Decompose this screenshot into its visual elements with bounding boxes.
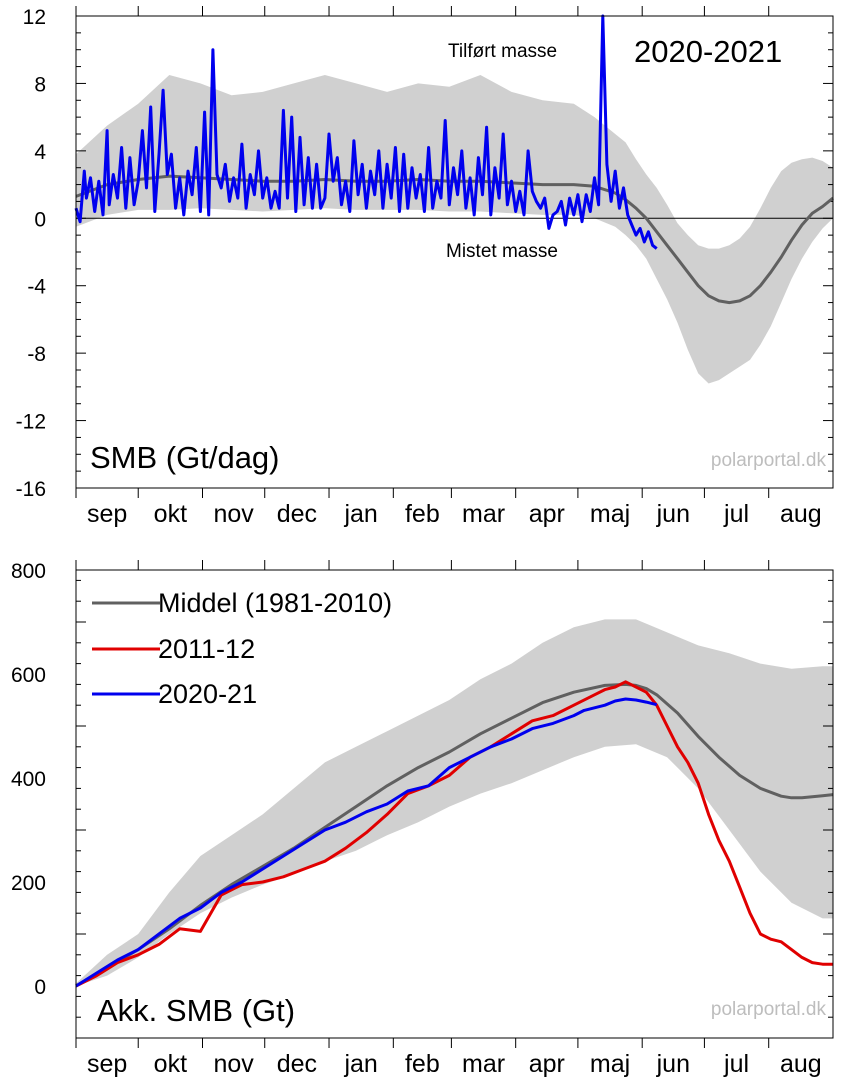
month-label: okt bbox=[154, 1050, 187, 1078]
cumulative-smb-spread-band bbox=[76, 619, 833, 986]
month-label: feb bbox=[405, 500, 440, 528]
month-label: aug bbox=[780, 500, 822, 528]
cumulative-smb-panel: 800 600 400 200 0 sep okt nov dec jan feb mar apr ma… bbox=[11, 560, 834, 1078]
month-label: apr bbox=[529, 1050, 565, 1078]
daily-smb-y-tick-labels: 12 8 4 0 -4 -8 -12 -16 bbox=[16, 6, 47, 501]
month-label: nov bbox=[213, 500, 254, 528]
y-tick-label: 400 bbox=[11, 768, 46, 791]
y-tick-label: 8 bbox=[34, 73, 46, 96]
season-label: 2020-2021 bbox=[634, 34, 782, 69]
cumulative-smb-plot-frame bbox=[75, 569, 834, 1039]
month-label: jul bbox=[723, 500, 749, 528]
daily-smb-current-line bbox=[74, 14, 658, 250]
legend-label-2020-21: 2020-21 bbox=[158, 679, 257, 709]
month-label: apr bbox=[529, 500, 565, 528]
month-label: dec bbox=[277, 1050, 317, 1078]
month-label: jul bbox=[723, 1050, 749, 1078]
month-label: jun bbox=[656, 1050, 690, 1078]
daily-smb-plot-frame bbox=[75, 15, 834, 489]
cumulative-smb-2011-12-line bbox=[75, 680, 833, 988]
y-tick-label: 0 bbox=[34, 976, 46, 999]
month-label: sep bbox=[87, 1050, 127, 1078]
gain-annotation: Tilført masse bbox=[448, 41, 557, 62]
month-label: maj bbox=[590, 500, 630, 528]
month-label: jan bbox=[343, 500, 377, 528]
y-tick-label: 600 bbox=[11, 664, 46, 687]
daily-smb-mean-line bbox=[75, 174, 834, 305]
month-label: dec bbox=[277, 500, 317, 528]
month-label: maj bbox=[590, 1050, 630, 1078]
legend: Middel (1981-2010) 2011-12 2020-21 bbox=[92, 588, 392, 709]
cumulative-smb-month-labels: sep okt nov dec jan feb mar apr maj jun jul aug bbox=[87, 1050, 822, 1078]
y-tick-label: 12 bbox=[23, 6, 46, 29]
month-label: okt bbox=[154, 500, 187, 528]
cumulative-smb-title: Akk. SMB (Gt) bbox=[97, 993, 295, 1028]
month-label: nov bbox=[213, 1050, 254, 1078]
y-tick-label: -4 bbox=[27, 276, 46, 299]
y-tick-label: -16 bbox=[16, 478, 46, 501]
cumulative-smb-axis-ticks bbox=[75, 560, 833, 1048]
daily-smb-month-labels: sep okt nov dec jan feb mar apr maj jun jul aug bbox=[87, 500, 822, 528]
loss-annotation: Mistet masse bbox=[446, 241, 558, 262]
y-tick-label: -8 bbox=[27, 343, 46, 366]
daily-smb-spread-band bbox=[76, 75, 833, 384]
month-label: aug bbox=[780, 1050, 822, 1078]
y-tick-label: 800 bbox=[11, 560, 46, 583]
month-label: jan bbox=[343, 1050, 377, 1078]
y-tick-label: 0 bbox=[34, 208, 46, 231]
month-label: sep bbox=[87, 500, 127, 528]
month-label: feb bbox=[405, 1050, 440, 1078]
cumulative-smb-2020-21-line bbox=[75, 697, 658, 988]
legend-label-2011-12: 2011-12 bbox=[158, 634, 255, 664]
cumulative-smb-y-tick-labels: 800 600 400 200 0 bbox=[11, 560, 46, 999]
daily-smb-watermark: polarportal.dk bbox=[711, 450, 827, 471]
y-tick-label: 4 bbox=[34, 141, 46, 164]
month-label: mar bbox=[462, 1050, 505, 1078]
y-tick-label: 200 bbox=[11, 872, 46, 895]
cumulative-smb-watermark: polarportal.dk bbox=[711, 999, 827, 1020]
y-tick-label: -12 bbox=[16, 411, 46, 434]
daily-smb-title: SMB (Gt/dag) bbox=[90, 440, 280, 475]
daily-smb-axis-ticks bbox=[75, 6, 833, 498]
daily-smb-panel: 12 8 4 0 -4 -8 -12 -16 sep okt nov dec jan feb mar apr… bbox=[16, 6, 834, 528]
month-label: mar bbox=[462, 500, 505, 528]
cumulative-smb-mean-line bbox=[75, 682, 834, 988]
month-label: jun bbox=[656, 500, 690, 528]
legend-label-mean: Middel (1981-2010) bbox=[158, 588, 392, 618]
